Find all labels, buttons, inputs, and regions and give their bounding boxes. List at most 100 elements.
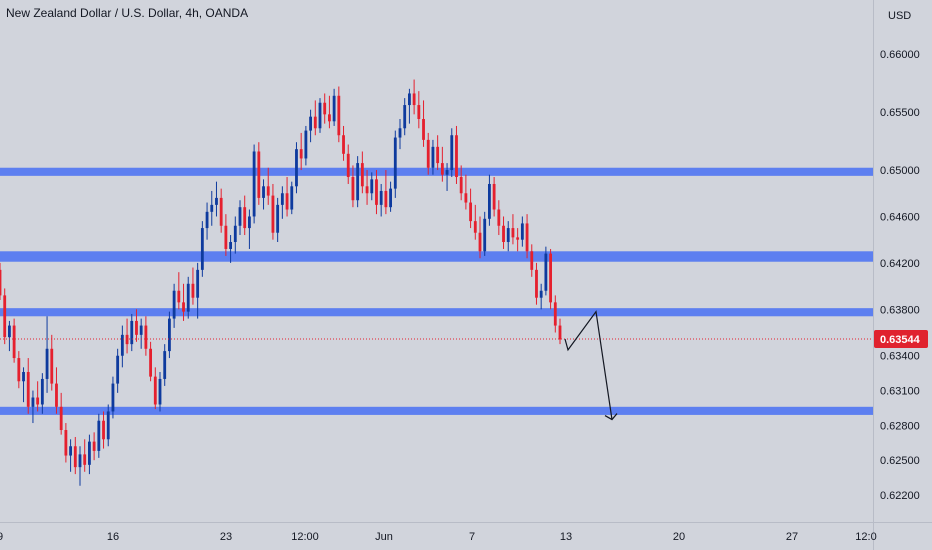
candle-body [384, 190, 388, 208]
candle [50, 334, 54, 391]
candle [328, 95, 331, 129]
candle [530, 244, 534, 277]
candle-body [511, 228, 515, 238]
candle-body [497, 209, 501, 226]
candle [403, 98, 407, 136]
candle-body [365, 186, 369, 194]
candle-body [144, 325, 148, 349]
candle [257, 142, 261, 205]
candle [243, 195, 247, 236]
candle [92, 432, 96, 461]
time-tick-label: 12:0 [855, 531, 876, 543]
candle [511, 214, 515, 245]
candle-body [3, 295, 7, 338]
candle [525, 214, 529, 259]
price-tick-label: 0.65500 [880, 107, 920, 119]
candle [135, 309, 138, 342]
candle-body [31, 397, 35, 407]
candle [280, 186, 284, 219]
candle [337, 86, 341, 143]
candle-body [102, 420, 105, 440]
candle-body [130, 320, 134, 345]
candle [31, 390, 35, 424]
time-axis[interactable]: 9 16 23 12:00 Jun 7 13 20 27 12:0 [0, 531, 877, 543]
candle [158, 371, 162, 412]
zone-band-1[interactable] [0, 167, 873, 176]
projection-drawing[interactable] [564, 310, 618, 421]
candle-body [158, 378, 162, 405]
candle [125, 318, 129, 354]
candle-body [506, 228, 510, 243]
projection-path[interactable] [564, 310, 613, 420]
candle-body [12, 325, 16, 359]
candle-body [59, 406, 63, 431]
candle-body [135, 320, 138, 335]
candle-body [337, 95, 341, 136]
candle-body [450, 135, 454, 171]
candle-body [483, 218, 487, 252]
candle [106, 404, 110, 447]
price-tick-label: 0.66000 [880, 49, 920, 61]
candle [130, 313, 134, 352]
candle-body [280, 193, 284, 205]
candle-body [290, 186, 294, 210]
candle [422, 100, 425, 147]
candle-body [55, 383, 58, 407]
candle [299, 132, 303, 171]
candle-body [393, 137, 397, 189]
candle-body [163, 351, 167, 379]
candle-body [304, 130, 308, 159]
candle-body [219, 197, 223, 226]
candle-body [233, 225, 237, 243]
candle-body [26, 371, 30, 407]
candle [520, 216, 524, 247]
support-resistance-zones [0, 167, 873, 415]
candle [248, 209, 251, 249]
candle [17, 351, 21, 389]
candle-body [257, 151, 261, 198]
zone-band-3[interactable] [0, 308, 873, 317]
zone-band-2[interactable] [0, 251, 873, 262]
candle-body [252, 151, 256, 217]
price-tick-label: 0.63100 [880, 386, 920, 398]
candle-body [83, 454, 87, 465]
candle [116, 348, 120, 393]
candle [139, 318, 143, 349]
candle-body [553, 302, 557, 326]
candle [389, 181, 392, 212]
candle [88, 434, 91, 475]
candle [182, 283, 185, 321]
candle [196, 262, 200, 319]
candle [55, 367, 58, 414]
zone-band-4[interactable] [0, 406, 873, 415]
candle [0, 262, 2, 301]
candle [290, 181, 294, 215]
candle [3, 288, 7, 345]
candle-body [299, 149, 303, 159]
candle [323, 93, 327, 124]
candle [172, 283, 176, 328]
candle [153, 367, 157, 410]
candle [229, 235, 232, 263]
candle [535, 262, 538, 305]
candle-body [238, 207, 242, 226]
candle [111, 376, 115, 419]
candle-body [276, 204, 280, 233]
price-axis[interactable]: 0.66000 0.65500 0.65000 0.64600 0.64200 0.638… [880, 49, 920, 502]
candle-body [346, 153, 350, 178]
candle-body [412, 93, 416, 106]
candle [295, 142, 298, 194]
candle [516, 228, 520, 252]
candle-body [445, 170, 449, 175]
candle-body [313, 116, 317, 129]
candle-body [0, 269, 2, 296]
candle-body [36, 397, 40, 405]
candle-body [431, 146, 435, 168]
candle [191, 267, 195, 305]
candle-body [309, 116, 312, 131]
price-tick-label: 0.62800 [880, 420, 920, 432]
candle [351, 165, 355, 208]
price-tick-label: 0.64200 [880, 258, 920, 270]
